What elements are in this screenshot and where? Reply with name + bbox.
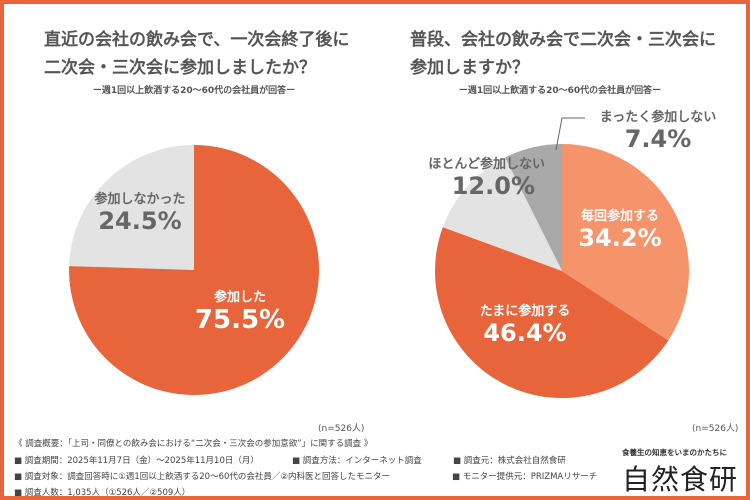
slice-value: 7.4% <box>624 125 692 153</box>
left-chart-subtitle: ー週1回以上飲酒する20～60代の会社員が回答ー <box>92 86 296 96</box>
survey-period: ■ 調査期間：2025年11月7日（金）～2025年11月10日（月） <box>14 456 259 466</box>
right-sample-size: (n=526人) <box>692 424 739 434</box>
pie-slice-1-1 <box>434 227 669 399</box>
slice-value: 12.0% <box>451 172 535 200</box>
logo-tagline: 食養生の知恵をいまのかたちに <box>622 448 727 457</box>
slice-name: 参加しなかった <box>94 192 186 207</box>
pie-slice-0-1 <box>69 145 194 270</box>
survey-count: ■ 調査人数：1,035人（①526人／②509人） <box>14 488 191 498</box>
slice-value: 75.5% <box>194 305 286 335</box>
left-chart-title: 直近の会社の飲み会で、一次会終了後に 二次会・三次会に参加しましたか？ <box>44 26 349 82</box>
pie-slice-1-3 <box>505 144 562 271</box>
left-title-line2: 二次会・三次会に参加しましたか？ <box>44 58 316 78</box>
slice-label-sometimes: たまに参加する 46.4% <box>460 300 590 347</box>
left-sample-size: (n=526人) <box>318 424 365 434</box>
brand-logo: 自然食研 <box>622 463 739 496</box>
left-title-line1: 直近の会社の飲み会で、一次会終了後に <box>44 30 350 50</box>
slice-label-not-attended: 参加しなかった 24.5% <box>70 188 210 235</box>
slice-label-rarely: ほとんど参加しない 12.0% <box>395 153 545 200</box>
survey-target: ■ 調査対象：調査回答時に①週1回以上飲酒する20～60代の会社員／②内科医と回… <box>14 472 391 482</box>
slice-name: たまに参加する <box>479 304 571 319</box>
right-chart-subtitle: ー週1回以上飲酒する20～60代の会社員が回答ー <box>458 86 662 96</box>
slice-name: 参加した <box>213 290 266 305</box>
monitor-provider: ■ モニター提供元：PRIZMAリサーチ <box>452 472 598 482</box>
pie-slice-1-0 <box>562 144 689 341</box>
pie-slice-0-0 <box>69 145 319 395</box>
slice-label-never: まったく参加しない 7.4% <box>588 106 728 153</box>
slice-value: 24.5% <box>98 207 182 235</box>
slice-name: 毎回参加する <box>580 209 659 224</box>
slice-name: まったく参加しない <box>599 110 717 125</box>
slice-value: 34.2% <box>578 224 662 252</box>
slice-label-attended: 参加した 75.5% <box>190 286 290 335</box>
right-title-line2: 参加しますか？ <box>410 58 529 78</box>
right-title-line1: 普段、会社の飲み会で二次会・三次会に <box>410 30 716 50</box>
leader-line <box>555 117 585 151</box>
slice-name: ほとんど参加しない <box>428 157 545 172</box>
right-chart-title: 普段、会社の飲み会で二次会・三次会に 参加しますか？ <box>410 26 716 82</box>
pie-slice-1-2 <box>442 157 562 271</box>
survey-method: ■ 調査方法：インターネット調査 <box>292 456 422 466</box>
slice-label-every-time: 毎回参加する 34.2% <box>565 205 675 252</box>
survey-overview: 《 調査概要：「上司・同僚との飲み会における“二次会・三次会の参加意欲”」に関す… <box>14 439 373 449</box>
slice-value: 46.4% <box>483 319 567 347</box>
survey-source: ■ 調査元：株式会社自然食研 <box>453 456 566 466</box>
